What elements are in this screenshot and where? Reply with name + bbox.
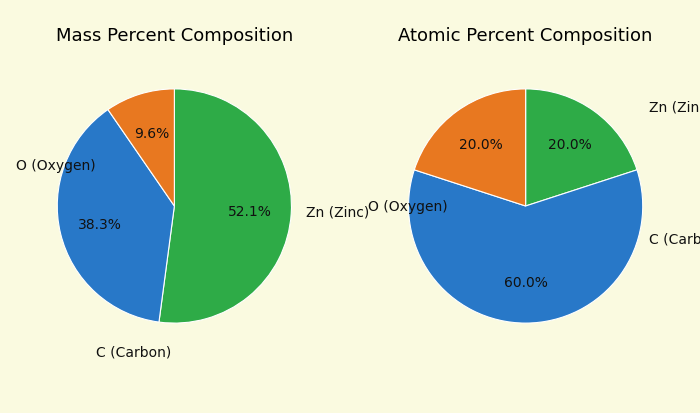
- Text: 38.3%: 38.3%: [78, 217, 122, 231]
- Title: Mass Percent Composition: Mass Percent Composition: [56, 27, 293, 45]
- Text: Zn (Zinc): Zn (Zinc): [649, 100, 700, 114]
- Text: O (Oxygen): O (Oxygen): [368, 199, 447, 214]
- Text: O (Oxygen): O (Oxygen): [16, 159, 96, 173]
- Title: Atomic Percent Composition: Atomic Percent Composition: [398, 27, 653, 45]
- Wedge shape: [159, 90, 291, 323]
- Text: 20.0%: 20.0%: [549, 138, 592, 152]
- Wedge shape: [409, 171, 643, 323]
- Text: C (Carbon): C (Carbon): [649, 232, 700, 246]
- Wedge shape: [57, 110, 174, 322]
- Text: C (Carbon): C (Carbon): [96, 344, 171, 358]
- Wedge shape: [108, 90, 174, 206]
- Text: 60.0%: 60.0%: [504, 275, 547, 290]
- Text: 9.6%: 9.6%: [134, 127, 169, 141]
- Text: 20.0%: 20.0%: [459, 138, 503, 152]
- Wedge shape: [526, 90, 637, 206]
- Text: Zn (Zinc): Zn (Zinc): [305, 205, 369, 219]
- Text: 52.1%: 52.1%: [228, 204, 272, 218]
- Wedge shape: [414, 90, 526, 206]
